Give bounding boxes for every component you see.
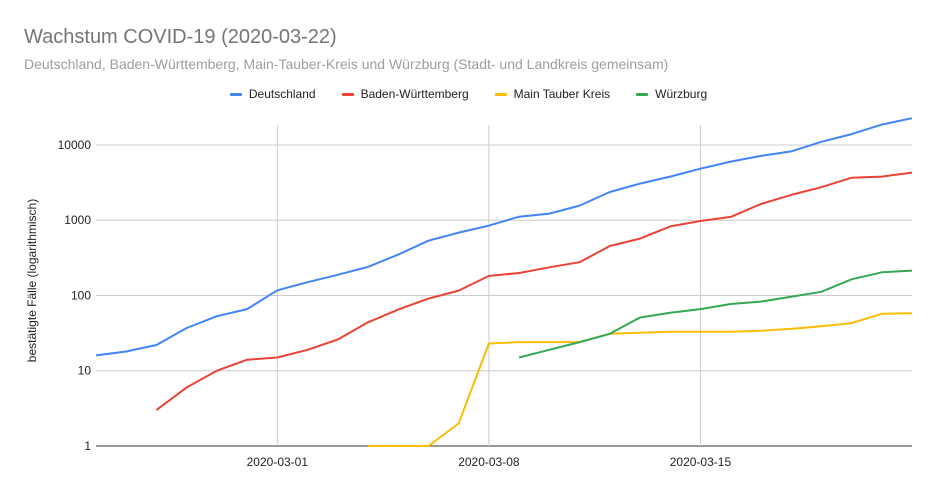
x-tick-labels: 2020-03-01 2020-03-08 2020-03-15 (247, 455, 732, 469)
legend-swatch-main-tauber-kreis (494, 92, 507, 96)
legend-item-deutschland[interactable]: Deutschland (229, 87, 316, 101)
legend-label-baden-wuerttemberg: Baden-Württemberg (360, 87, 469, 101)
y-tick-labels: 1 10 100 1000 10000 (58, 138, 92, 453)
legend-label-main-tauber-kreis: Main Tauber Kreis (513, 87, 611, 101)
grid-lines (96, 125, 912, 447)
x-tick-label: 2020-03-08 (458, 455, 520, 469)
y-tick-label: 10 (78, 364, 92, 378)
chart-legend: Deutschland Baden-Württemberg Main Taube… (0, 87, 937, 101)
chart-title: Wachstum COVID-19 (2020-03-22) (24, 26, 337, 48)
x-tick-label: 2020-03-15 (670, 455, 732, 469)
legend-label-wuerzburg: Würzburg (655, 87, 708, 101)
y-tick-label: 1 (84, 439, 91, 453)
series-line-2[interactable] (368, 312, 913, 447)
y-tick-label: 100 (71, 288, 91, 302)
series-line-0[interactable] (95, 117, 913, 357)
legend-label-deutschland: Deutschland (248, 87, 316, 101)
series-lines (95, 117, 913, 447)
series-line-1[interactable] (155, 171, 913, 411)
chart-subtitle: Deutschland, Baden-Württemberg, Main-Tau… (24, 56, 669, 72)
legend-item-main-tauber-kreis[interactable]: Main Tauber Kreis (494, 87, 611, 101)
legend-item-wuerzburg[interactable]: Würzburg (636, 87, 707, 101)
legend-item-baden-wuerttemberg[interactable]: Baden-Württemberg (341, 87, 469, 101)
legend-swatch-deutschland (229, 92, 242, 96)
series-line-3[interactable] (518, 269, 913, 359)
y-axis-label: bestätigte Fälle (logarithmisch) (25, 199, 39, 362)
legend-swatch-baden-wuerttemberg (341, 92, 354, 96)
y-tick-label: 10000 (58, 138, 92, 152)
x-tick-label: 2020-03-01 (247, 455, 309, 469)
y-tick-label: 1000 (64, 213, 91, 227)
legend-swatch-wuerzburg (636, 92, 649, 96)
